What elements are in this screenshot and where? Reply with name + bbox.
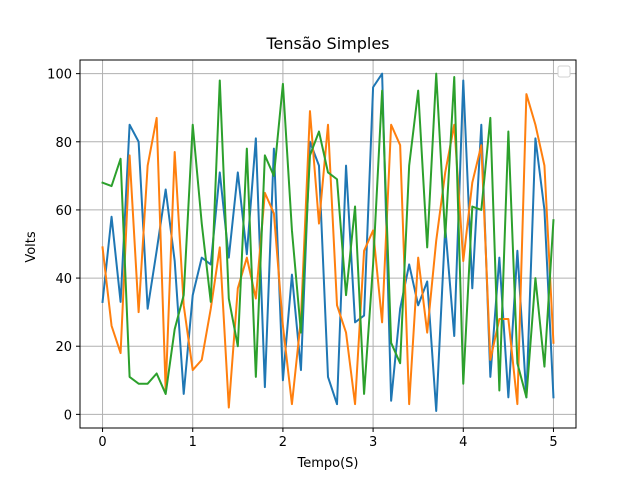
x-tick-label: 5 (549, 435, 557, 450)
y-tick-label: 40 (55, 272, 72, 287)
y-tick-label: 100 (47, 68, 72, 83)
y-tick-label: 20 (55, 340, 72, 355)
x-tick-label: 1 (189, 435, 197, 450)
series-line-1 (101, 72, 555, 412)
x-tick-label: 4 (459, 435, 467, 450)
y-tick-label: 60 (55, 204, 72, 219)
x-tick-label: 2 (279, 435, 287, 450)
ticks: 0 1 2 3 4 5 0 20 40 60 80 100 (47, 68, 557, 450)
series-group (101, 72, 555, 412)
x-tick-label: 0 (98, 435, 106, 450)
series-line-3 (101, 72, 555, 399)
chart-title: Tensão Simples (265, 34, 389, 53)
x-tick-label: 3 (369, 435, 377, 450)
plot-frame (79, 59, 577, 429)
series-line-2 (101, 93, 555, 409)
x-axis-label: Tempo(S) (297, 456, 359, 471)
y-tick-label: 80 (55, 136, 72, 151)
y-tick-label: 0 (64, 408, 72, 423)
legend-box (557, 65, 571, 78)
y-axis-label: Volts (24, 231, 39, 263)
